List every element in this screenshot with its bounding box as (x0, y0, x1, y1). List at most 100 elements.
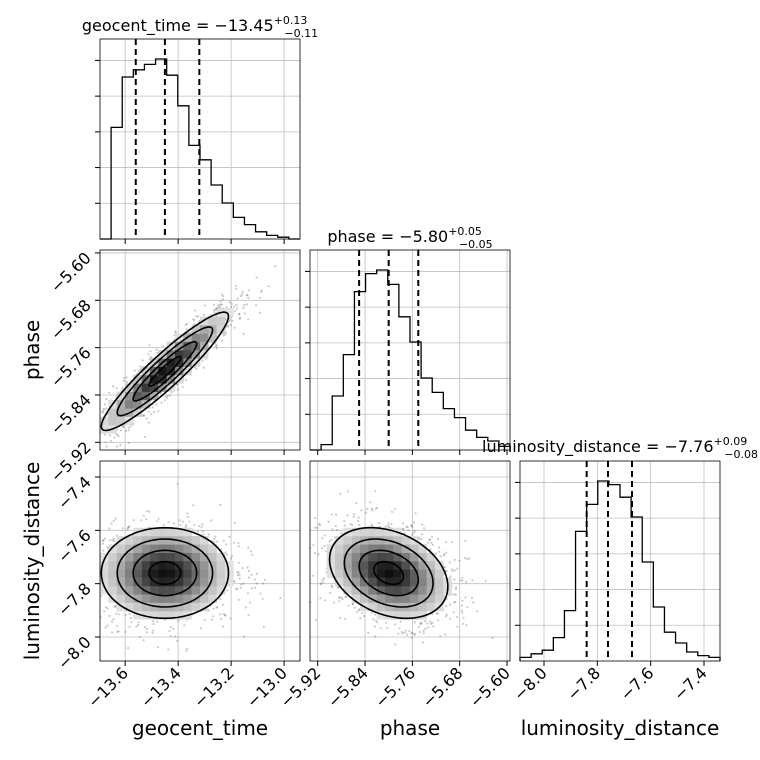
density-cell (133, 611, 142, 620)
density-cell (183, 341, 192, 351)
density-cell (216, 586, 226, 595)
sample-point (186, 647, 189, 650)
density-cell (108, 408, 117, 417)
sample-point (166, 394, 169, 397)
sample-point (235, 287, 238, 290)
sample-point (420, 538, 423, 541)
sample-point (371, 525, 374, 528)
sample-point (228, 319, 231, 323)
sample-point (233, 521, 236, 524)
sample-point (421, 641, 425, 644)
sample-point (246, 294, 249, 297)
sample-point (104, 407, 108, 410)
sample-point (374, 490, 377, 493)
sample-point (255, 276, 258, 279)
density-cell (166, 611, 176, 620)
sample-point (414, 512, 417, 515)
sample-point (226, 325, 229, 328)
sample-point (230, 305, 233, 308)
sample-point (338, 596, 341, 600)
density-cell (183, 569, 192, 578)
sample-point (465, 624, 468, 627)
sample-point (104, 433, 107, 436)
density-cell (368, 561, 377, 570)
panel-luminosity_distance-luminosity_distance (519, 460, 721, 662)
sample-point (199, 627, 202, 630)
sample-point (235, 303, 238, 307)
sample-point (323, 544, 326, 547)
sample-point (225, 553, 228, 556)
sample-point (420, 533, 424, 536)
density-cell (150, 569, 159, 578)
sample-point (405, 525, 408, 528)
sample-point (248, 576, 251, 579)
sample-point (177, 619, 180, 622)
sample-point (344, 617, 347, 620)
density-cells (326, 527, 452, 620)
sample-point (431, 613, 434, 616)
xlabel-luminosity-distance: luminosity_distance (521, 716, 720, 740)
density-cell (191, 536, 201, 545)
sample-point (123, 376, 126, 379)
sample-point (444, 633, 447, 636)
density-cell (116, 544, 126, 553)
density-cell (141, 577, 151, 587)
sample-point (103, 403, 106, 406)
sample-point (192, 318, 195, 321)
sample-point (128, 426, 131, 429)
sample-point (108, 527, 111, 530)
density-cell (166, 552, 176, 562)
sample-point (411, 631, 414, 635)
sample-point (386, 626, 389, 629)
sample-point (221, 339, 224, 342)
density-cell (125, 602, 134, 612)
sample-point (235, 587, 238, 591)
sample-point (419, 622, 422, 625)
density-cell (125, 577, 134, 587)
density-cell (133, 602, 142, 612)
density-cell (225, 577, 234, 587)
sample-point (105, 397, 108, 401)
sample-point (327, 520, 330, 523)
sample-point (116, 428, 119, 431)
sample-point (351, 602, 354, 606)
sample-point (464, 596, 467, 599)
contour-level-0 (148, 560, 182, 586)
density-cell (141, 552, 151, 562)
density-cell (410, 569, 419, 578)
sample-point (351, 603, 354, 606)
sample-point (112, 618, 115, 621)
sample-point (137, 621, 140, 624)
sample-point (148, 344, 151, 347)
sample-point (428, 538, 432, 541)
density-cell (343, 536, 352, 545)
density-cell (141, 561, 151, 570)
sample-point (390, 523, 393, 526)
sample-point (230, 557, 233, 560)
panel-geocent_time-geocent_time (99, 38, 301, 240)
sample-point (411, 533, 414, 536)
sample-point (411, 526, 414, 529)
density-cell (426, 586, 436, 595)
sample-point (162, 523, 165, 527)
sample-point (236, 570, 239, 574)
density-cell (166, 561, 176, 570)
density-cell (166, 577, 176, 587)
sample-point (422, 632, 425, 635)
density-cell (133, 375, 142, 384)
sample-point (246, 566, 249, 569)
sample-point (360, 509, 363, 512)
contour-level-3 (100, 311, 230, 432)
sample-point (476, 610, 479, 613)
sample-point (106, 607, 109, 610)
ylabel-phase: phase (20, 320, 44, 380)
sample-point (400, 630, 403, 633)
sample-point (239, 316, 242, 319)
density-cell (225, 308, 234, 317)
sample-point (229, 324, 232, 327)
sample-point (330, 538, 333, 542)
sample-point (174, 330, 177, 333)
sample-point (141, 359, 144, 362)
panel-background (310, 250, 510, 450)
sample-point (413, 633, 416, 636)
